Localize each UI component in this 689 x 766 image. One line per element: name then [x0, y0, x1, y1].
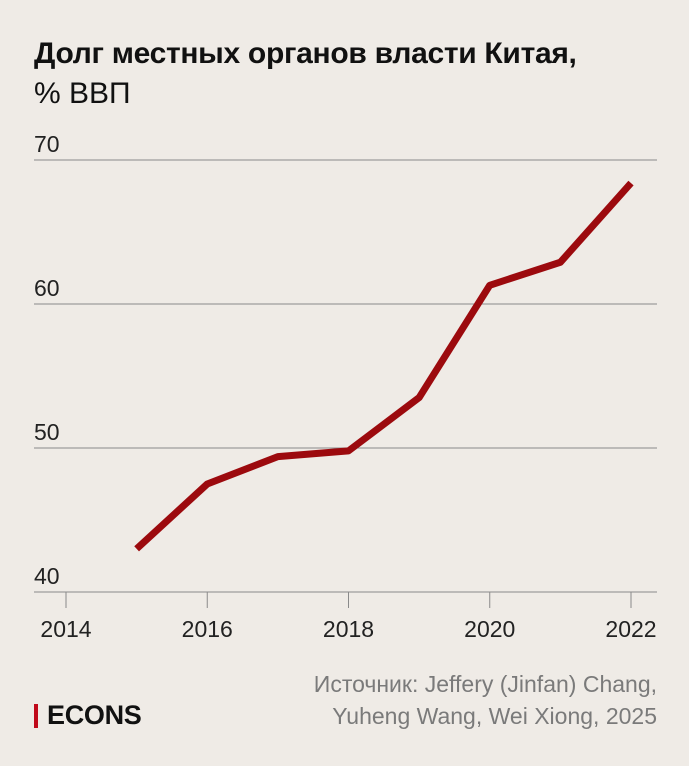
- logo-text: ECONS: [47, 700, 142, 730]
- source-line-1: Источник: Jeffery (Jinfan) Chang,: [313, 671, 657, 697]
- x-tick-label-2018: 2018: [323, 616, 374, 642]
- y-tick-label-40: 40: [34, 563, 60, 589]
- chart-title: Долг местных органов власти Китая,: [34, 37, 577, 70]
- y-tick-label-70: 70: [34, 131, 60, 157]
- y-tick-label-50: 50: [34, 419, 60, 445]
- tick-layer: 40 50 60 70 2014 2016 2018 2020 2022: [34, 131, 657, 642]
- x-tick-label-2022: 2022: [605, 616, 656, 642]
- econs-logo: ECONS: [34, 700, 142, 731]
- chart-subtitle: % ВВП: [34, 77, 131, 110]
- grid-layer: [34, 159, 657, 608]
- series-layer: [134, 180, 634, 552]
- x-tick-label-2016: 2016: [182, 616, 233, 642]
- source-line-2: Yuheng Wang, Wei Xiong, 2025: [332, 703, 657, 729]
- x-tick-label-2014: 2014: [40, 616, 91, 642]
- series-line-0: [134, 180, 634, 552]
- logo-accent-bar: [34, 703, 38, 728]
- x-tick-label-2020: 2020: [464, 616, 515, 642]
- y-tick-label-60: 60: [34, 275, 60, 301]
- source-note: Источник: Jeffery (Jinfan) Chang, Yuheng…: [314, 668, 657, 732]
